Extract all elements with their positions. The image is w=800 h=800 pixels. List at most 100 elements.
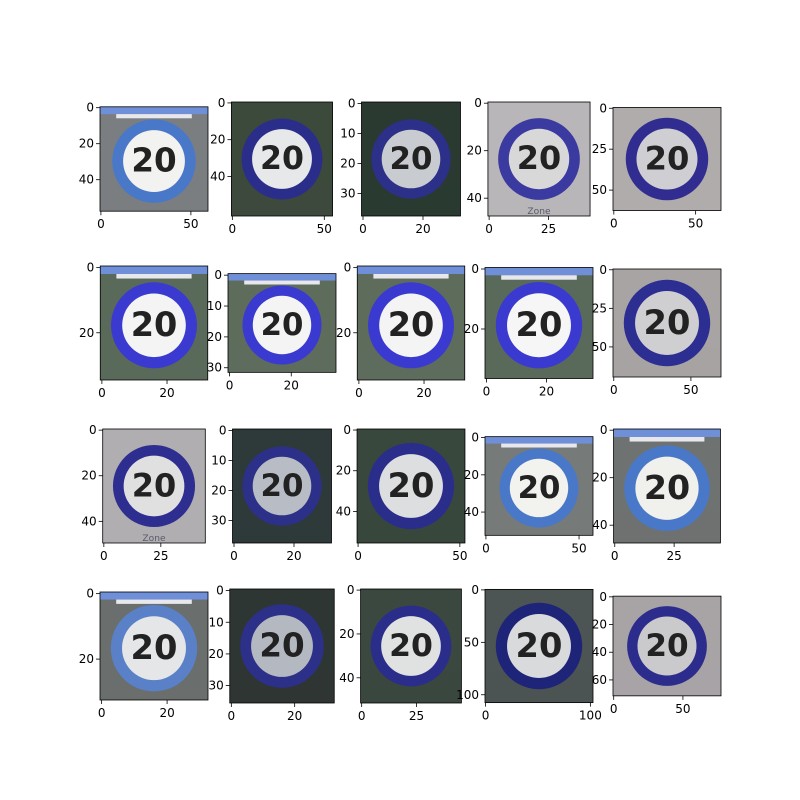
y-tick-label: 20 — [464, 322, 479, 336]
image-panel-17: 20 0 20 0 10 20 30 — [208, 584, 335, 723]
y-tick-label: 20 — [208, 647, 223, 661]
x-tick-label: 0 — [226, 378, 234, 392]
x-tick-label: 20 — [415, 222, 430, 236]
sign-number: 20 — [645, 139, 690, 177]
sign-face — [252, 295, 312, 355]
x-tick-label: 0 — [228, 709, 236, 723]
x-tick-label: 0 — [97, 217, 105, 231]
sign-face — [507, 614, 571, 678]
sign-photo: 20 — [100, 266, 208, 380]
x-tick-label: 50 — [683, 383, 698, 397]
x-tick-label: 100 — [579, 709, 602, 723]
x-tick-label: 25 — [409, 709, 424, 723]
sign-photo: 20 — [485, 436, 593, 536]
sign-plate — [373, 273, 449, 279]
y-tick-label: 40 — [592, 518, 607, 532]
x-tick-label: 20 — [287, 709, 302, 723]
sign-photo: 20 — [360, 589, 462, 703]
y-tick-label: 20 — [79, 137, 94, 151]
sign-photo: 20 Zone — [487, 102, 591, 216]
y-tick-label: 20 — [336, 464, 351, 478]
y-tick-label: 0 — [216, 584, 224, 598]
sign-face — [507, 293, 571, 358]
y-tick-label: 10 — [340, 127, 355, 141]
sign-plate — [116, 599, 192, 604]
image-panel-7: 20 0 20 0 10 20 30 — [207, 268, 337, 392]
sign-face — [637, 616, 697, 676]
axes-frame — [356, 265, 466, 381]
y-tick-label: 60 — [592, 673, 607, 687]
sign-face — [635, 291, 699, 355]
axes-frame — [99, 265, 209, 381]
axes-frame — [613, 428, 721, 544]
sign-top-bar — [485, 267, 593, 276]
y-tick-label: 0 — [599, 101, 607, 115]
image-panel-9: 20 0 20 0 20 — [464, 262, 594, 399]
x-tick-label: 25 — [541, 222, 556, 236]
sign-photo: 20 — [357, 429, 465, 543]
axes-frame — [99, 591, 209, 701]
x-tick-label: 50 — [571, 541, 586, 555]
y-tick-label: 0 — [343, 423, 351, 437]
sign-plate — [501, 275, 577, 280]
sign-photo: 20 Zone — [102, 429, 206, 543]
y-tick-label: 20 — [467, 144, 482, 158]
y-tick-label: 40 — [592, 645, 607, 659]
axes-frame — [356, 428, 466, 544]
axes-frame — [99, 106, 209, 212]
sign-photo: 20 — [485, 267, 593, 379]
sign-face — [122, 293, 186, 358]
y-tick-label: 0 — [471, 583, 479, 597]
y-tick-label: 50 — [592, 340, 607, 354]
sign-number: 20 — [131, 628, 178, 667]
y-tick-label: 0 — [348, 97, 356, 111]
y-tick-label: 0 — [599, 263, 607, 277]
sign-face — [379, 293, 443, 358]
y-tick-label: 20 — [79, 326, 94, 340]
x-tick-label: 0 — [98, 386, 106, 400]
axes-frame — [231, 101, 333, 217]
sign-face — [123, 455, 185, 517]
y-tick-label: 0 — [89, 423, 97, 437]
sign-top-bar — [357, 266, 465, 274]
sign-photo: 20 — [100, 106, 208, 212]
x-tick-label: 0 — [610, 217, 618, 231]
sign-photo: 20 — [485, 589, 593, 703]
x-tick-label: 20 — [416, 386, 431, 400]
sign-number: 20 — [261, 468, 304, 504]
sign-face — [251, 615, 313, 677]
axes-frame — [229, 588, 335, 704]
y-tick-label: 0 — [599, 590, 607, 604]
image-panel-8: 20 0 20 0 20 — [336, 261, 466, 400]
sign-number: 20 — [388, 466, 435, 505]
y-tick-label: 0 — [218, 96, 226, 110]
y-tick-label: 40 — [467, 191, 482, 205]
image-panel-18: 20 0 25 0 20 40 — [339, 583, 462, 723]
sign-top-bar — [613, 429, 721, 437]
sign-number: 20 — [516, 305, 563, 344]
sign-face — [381, 129, 441, 189]
sign-face — [381, 616, 441, 676]
x-tick-label: 0 — [354, 549, 362, 563]
y-tick-label: 0 — [471, 431, 479, 445]
axes-frame — [612, 107, 722, 211]
sign-top-bar — [100, 106, 208, 115]
y-tick-label: 0 — [600, 423, 608, 437]
image-panel-15: 20 0 25 0 20 40 — [592, 423, 721, 563]
sign-number: 20 — [260, 141, 304, 177]
x-tick-label: 20 — [284, 378, 299, 392]
sign-plate — [244, 280, 320, 285]
sign-number: 20 — [390, 141, 433, 177]
y-tick-label: 10 — [208, 615, 223, 629]
image-panel-14: 20 0 50 0 20 40 — [464, 431, 594, 555]
x-tick-label: 50 — [675, 702, 690, 716]
axes-frame — [484, 267, 594, 379]
x-tick-label: 50 — [688, 217, 703, 231]
x-tick-label: 0 — [611, 549, 619, 563]
sign-number: 20 — [644, 303, 691, 342]
sign-number: 20 — [259, 626, 304, 664]
x-tick-label: 0 — [229, 222, 237, 236]
y-tick-label: 0 — [219, 424, 227, 438]
sign-photo: 20 — [100, 592, 208, 700]
